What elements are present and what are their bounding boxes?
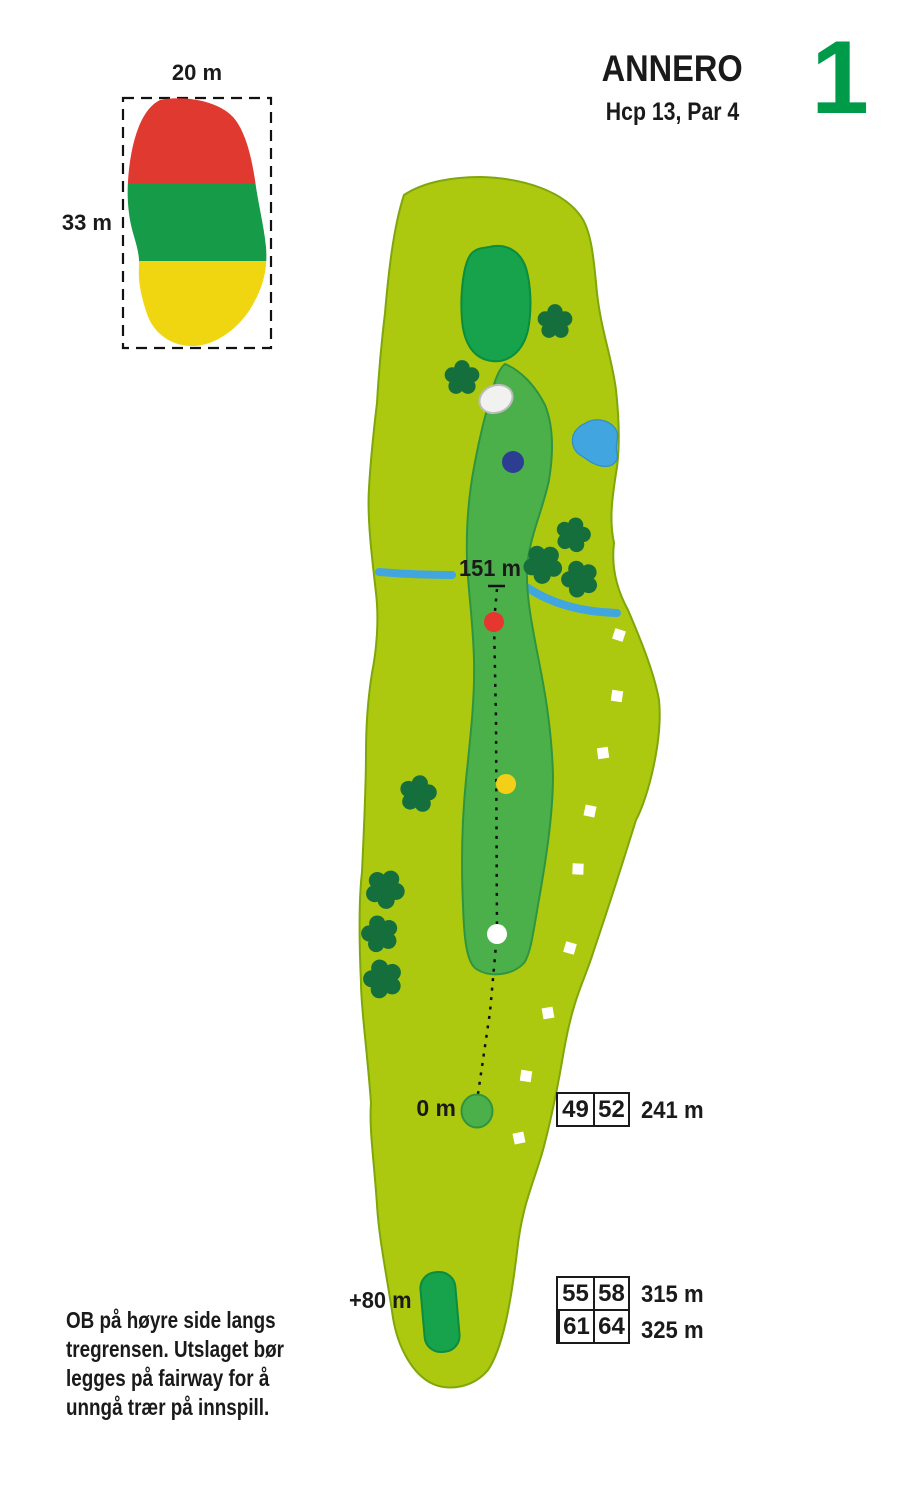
distance-value-315-text: 315 m (641, 1281, 704, 1308)
distance-value-325: 325 m (641, 1317, 709, 1345)
distance-box-315-325: 55 58 61 64 (556, 1276, 630, 1344)
distance-marker-red (484, 612, 504, 632)
back-tee-distance-text: +80 m (349, 1287, 412, 1313)
ob-marker-icon (583, 804, 597, 818)
distance-cell: 55 (562, 1279, 589, 1307)
tee-circle (460, 1093, 494, 1129)
inset-depth-label: 33 m (61, 210, 112, 235)
inset-zone-front (127, 261, 267, 347)
course-subtitle: Hcp 13, Par 4 (540, 98, 805, 127)
distance-cell: 64 (593, 1309, 628, 1342)
putting-green (460, 245, 532, 363)
tee-distance-label: 0 m (416, 1095, 456, 1121)
inset-zone-middle (127, 184, 267, 261)
stream-left (375, 568, 456, 579)
hole-note: OB på høyre side langs tregrensen. Utsla… (66, 1306, 332, 1422)
ob-marker-icon (541, 1006, 555, 1020)
ob-marker-icon (519, 1069, 533, 1083)
distance-cell: 61 (558, 1309, 593, 1342)
distance-cell: 52 (593, 1094, 628, 1125)
distance-value-315: 315 m (641, 1281, 709, 1309)
distance-value-241-text: 241 m (641, 1097, 704, 1124)
distance-cell: 49 (562, 1095, 589, 1123)
ob-marker-icon (612, 628, 626, 642)
distance-cell: 58 (593, 1278, 628, 1309)
green-detail-inset (121, 96, 273, 350)
back-tee-strip (419, 1270, 461, 1354)
note-line: tregrensen. Utslaget bør (66, 1336, 284, 1362)
back-tee-distance-label: +80 m (349, 1287, 415, 1314)
ob-marker-icon (572, 863, 584, 875)
distance-box-241: 49 52 (556, 1092, 630, 1127)
distance-marker-yellow (496, 774, 516, 794)
distance-value-241: 241 m (641, 1097, 709, 1125)
note-line: unngå trær på innspill. (66, 1394, 270, 1420)
course-subtitle-text: Hcp 13, Par 4 (605, 98, 740, 126)
ob-markers (512, 628, 626, 1145)
ob-marker-icon (563, 941, 577, 955)
inset-outline-box (121, 96, 273, 350)
course-title-text: ANNERO (601, 48, 744, 89)
fairway (461, 362, 555, 976)
water-hazard (571, 419, 619, 467)
measure-line (476, 588, 499, 1095)
mid-distance-text: 151 m (459, 555, 521, 581)
stream-right (524, 584, 621, 617)
bunker (478, 383, 514, 415)
ob-marker-icon (596, 746, 610, 760)
inset-width-label: 20 m (171, 60, 223, 85)
course-title: ANNERO (540, 48, 805, 90)
mid-distance-label: 151 m (459, 555, 524, 582)
distance-value-325-text: 325 m (641, 1317, 704, 1344)
note-line: OB på høyre side langs (66, 1307, 276, 1333)
note-line: legges på fairway for å (66, 1365, 270, 1391)
ob-marker-icon (610, 689, 624, 703)
distance-marker-white (487, 924, 507, 944)
distance-marker-blue (502, 451, 524, 473)
ob-marker-icon (512, 1131, 526, 1145)
inset-zone-back (127, 98, 267, 184)
hole-number: 1 (811, 20, 869, 136)
